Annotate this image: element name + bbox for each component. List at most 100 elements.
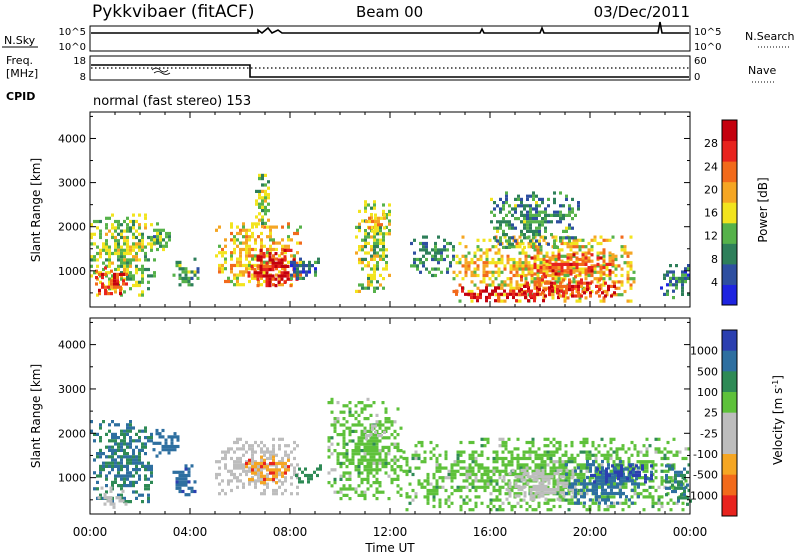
power-gate-cell-10	[431, 254, 434, 258]
power-gate-cell-12	[506, 292, 509, 296]
power-gate-cell-16	[672, 273, 675, 277]
vel-gate-cell-9	[453, 460, 457, 464]
power-gate-cell-15	[493, 213, 496, 217]
vel-gate-cell-7	[363, 429, 367, 433]
vel-gate-cell-9	[495, 495, 499, 499]
power-gate-cell-4	[236, 279, 239, 284]
power-gate-cell-16	[663, 292, 666, 296]
power-gate-cell-0	[123, 248, 126, 252]
vel-gate-cell-9	[636, 492, 640, 496]
power-gate-cell-8	[382, 254, 385, 258]
power-gate-cell-16	[681, 270, 684, 274]
vel-gate-cell-7	[369, 452, 373, 456]
vel-gate-cell-4	[251, 447, 254, 451]
vel-gate-cell-9	[486, 482, 490, 486]
power-gate-cell-13	[577, 288, 580, 292]
power-gate-cell-14	[536, 269, 540, 273]
vel-gate-cell-9	[435, 488, 439, 493]
power-gate-cell-0	[144, 251, 147, 256]
power-gate-cell-15	[490, 197, 493, 201]
vel-gate-cell-9	[519, 456, 523, 461]
power-gate-cell-12	[479, 295, 482, 300]
vel-gate-cell-11	[595, 475, 598, 480]
vel-gate-cell-9	[570, 456, 574, 461]
power-gate-cell-11	[566, 270, 570, 274]
vel-gate-cell-8	[371, 424, 374, 428]
vel-gate-cell-4	[278, 437, 281, 441]
power-gate-cell-8	[379, 283, 382, 287]
power-gate-cell-11	[509, 267, 513, 271]
vel-gate-cell-10	[529, 497, 533, 501]
vel-gate-cell-10	[505, 488, 509, 492]
power-gate-cell-8	[373, 238, 376, 242]
vel-gate-cell-0	[93, 432, 96, 436]
vel-gate-cell-0	[93, 458, 96, 462]
vel-gate-cell-9	[582, 488, 586, 493]
vel-gate-cell-7	[339, 452, 343, 456]
power-gate-cell-8	[388, 229, 391, 233]
vel-gate-cell-9	[522, 450, 526, 454]
power-gate-cell-0	[108, 264, 111, 268]
vel-gate-cell-3	[190, 464, 194, 468]
power-gate-cell-0	[135, 283, 138, 288]
vel-gate-cell-7	[357, 484, 361, 488]
power-gate-cell-7	[305, 264, 308, 268]
power-gate-cell-11	[599, 299, 603, 303]
vel-gate-cell-13	[665, 480, 668, 484]
vel-gate-cell-9	[471, 479, 475, 483]
power-gate-cell-0	[129, 274, 132, 278]
vel-gate-cell-9	[615, 450, 619, 454]
vel-gate-cell-13	[674, 473, 677, 478]
power-gate-cell-8	[385, 254, 388, 258]
vel-gate-cell-10	[523, 484, 527, 488]
power-gate-cell-7	[302, 267, 305, 271]
vel-gate-cell-9	[558, 440, 562, 445]
power-gate-cell-15	[514, 210, 517, 214]
vel-gate-cell-9	[585, 440, 589, 445]
vel-gate-cell-8	[383, 430, 386, 434]
power-gate-cell-11	[632, 277, 636, 281]
power-gate-cell-8	[361, 286, 364, 290]
vel-gate-cell-9	[432, 476, 436, 480]
power-gate-cell-11	[467, 267, 471, 271]
power-gate-cell-14	[608, 256, 612, 260]
vel-gate-cell-9	[558, 456, 562, 461]
power-gate-cell-2	[159, 235, 162, 239]
vel-gate-cell-4	[260, 460, 263, 464]
power-gate-cell-8	[382, 203, 385, 207]
power-gate-cell-2	[159, 241, 162, 245]
power-gate-cell-15	[571, 207, 574, 211]
power-gate-cell-0	[150, 245, 153, 249]
power-gate-cell-11	[632, 270, 636, 274]
vel-gate-cell-3	[184, 483, 188, 487]
power-gate-cell-14	[611, 259, 615, 263]
vel-gate-cell-9	[501, 485, 505, 489]
vel-gate-cell-0	[147, 477, 150, 481]
power-gate-cell-7	[305, 270, 308, 274]
vel-gate-cell-12	[605, 480, 608, 484]
power-gate-cell-14	[557, 262, 561, 266]
power-gate-cell-4	[293, 231, 296, 236]
power-gate-cell-0	[108, 229, 111, 233]
power-gate-cell-4	[275, 241, 278, 245]
power-gate-cell-14	[560, 272, 564, 276]
power-gate-cell-4	[260, 260, 263, 264]
power-gate-cell-14	[545, 259, 549, 263]
power-gate-cell-4	[236, 231, 239, 236]
power-gate-cell-14	[599, 266, 603, 270]
power-gate-cell-15	[502, 217, 505, 221]
vel-gate-cell-9	[645, 450, 649, 454]
vel-gate-cell-0	[99, 464, 102, 468]
vel-gate-cell-6	[319, 464, 322, 468]
vel-gate-cell-9	[525, 450, 529, 454]
vel-gate-cell-11	[601, 488, 604, 492]
vel-gate-cell-7	[372, 455, 376, 459]
vel-gate-cell-0	[120, 445, 123, 449]
vel-gate-cell-9	[405, 495, 409, 499]
x-tick-label-2: 08:00	[273, 525, 308, 539]
power-gate-cell-0	[123, 255, 126, 259]
vel-gate-cell-9	[438, 453, 442, 457]
vel-gate-cell-11	[631, 482, 634, 486]
vel-gate-cell-9	[546, 453, 550, 457]
vel-gate-cell-11	[586, 475, 589, 480]
